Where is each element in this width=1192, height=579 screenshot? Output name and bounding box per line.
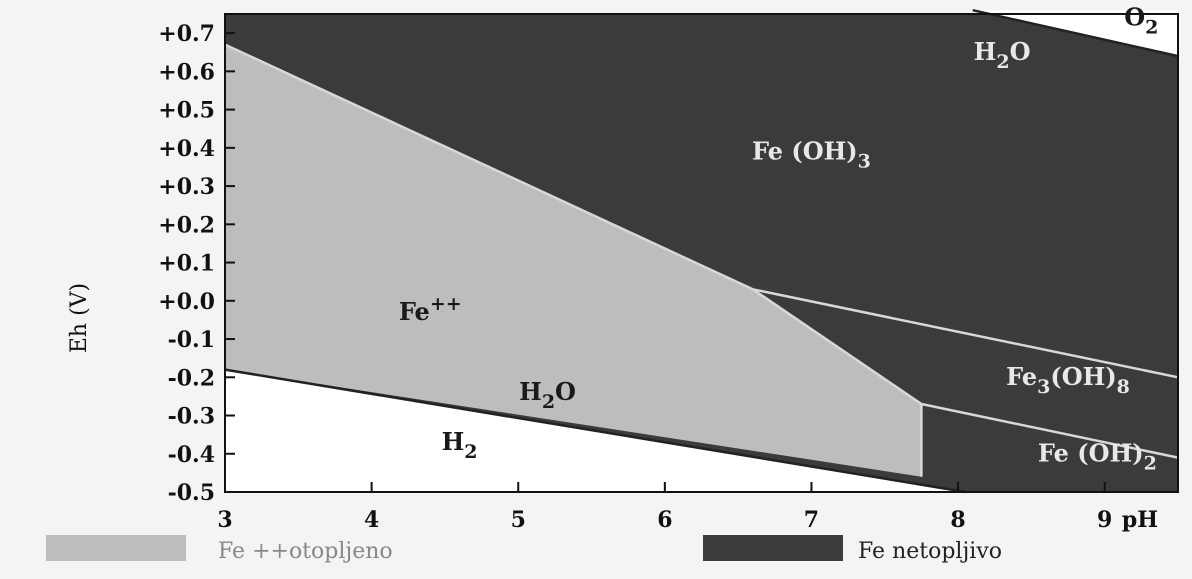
boundary-o2-h2o [972, 8, 1179, 58]
region-label-h2o-upper-: H2O [974, 37, 1031, 73]
x-tick-label: 7 [804, 507, 819, 533]
y-tick-label: +0.6 [158, 59, 215, 85]
legend-label-dissolved: Fe ++otopljeno [218, 539, 393, 564]
region-label-h2: H2 [442, 427, 478, 463]
x-tick-label: 3 [217, 507, 232, 533]
y-tick-label: +0.0 [158, 289, 215, 315]
y-tick-label: -0.1 [168, 327, 215, 353]
plot-frame [224, 13, 1179, 493]
x-tick-label: 6 [657, 507, 672, 533]
y-tick-label: +0.1 [158, 251, 215, 277]
y-tick-label: +0.7 [158, 21, 215, 47]
x-tick-label: 9 [1097, 507, 1112, 533]
y-tick-label: +0.5 [158, 98, 215, 124]
x-tick-label: 8 [950, 507, 965, 533]
y-tick-label: +0.3 [158, 174, 215, 200]
y-tick-label: +0.4 [158, 136, 215, 162]
region-label-fe-oh-2: Fe (OH)2 [1038, 438, 1157, 474]
boundary-feoh3-fe3oh8 [752, 288, 1179, 379]
legend-label-insoluble: Fe netopljivo [858, 539, 1002, 564]
boundary-fe2-fe3oh8 [752, 288, 923, 406]
region-label-fe3-oh-8: Fe3(OH)8 [1006, 362, 1130, 398]
x-axis-label: pH [1122, 507, 1158, 533]
y-tick-label: -0.5 [168, 480, 215, 506]
boundary-lines [224, 8, 1179, 494]
legend-swatch-insoluble [703, 535, 843, 561]
y-axis-label: Eh (V) [67, 283, 92, 353]
boundary-fe3oh8-feoh2 [921, 402, 1179, 459]
x-tick-label: 4 [364, 507, 379, 533]
boundary-fe2-feoh3 [224, 43, 754, 291]
x-tick-label: 5 [511, 507, 526, 533]
region-fe2-dissolved [225, 44, 922, 477]
region-label-fe-: Fe++ [399, 293, 462, 326]
plot-right-margin [1178, 14, 1192, 492]
boundary-h2o-h2 [224, 368, 966, 494]
region-label-o2: O2 [1124, 2, 1158, 38]
y-tick-label: -0.3 [168, 404, 215, 430]
y-tick-label: -0.4 [168, 442, 215, 468]
y-tick-label: -0.2 [168, 365, 215, 391]
legend-swatch-dissolved [46, 535, 186, 561]
legend: Fe ++otopljeno Fe netopljivo [46, 535, 1002, 564]
region-labels: O2 H2O Fe (OH)3 Fe++ H2O H2 Fe3(OH)8 Fe (OH)2 [399, 2, 1159, 474]
region-label-h2o-lower-: H2O [519, 377, 576, 413]
region-fills [225, 10, 1192, 492]
axes: +0.7 +0.6 +0.5 +0.4 +0.3 +0.2 +0.1 +0.0 -0.1 -0.2… [158, 13, 1179, 533]
y-tick-label: +0.2 [158, 212, 215, 238]
region-label-fe-oh-3: Fe (OH)3 [752, 136, 871, 172]
